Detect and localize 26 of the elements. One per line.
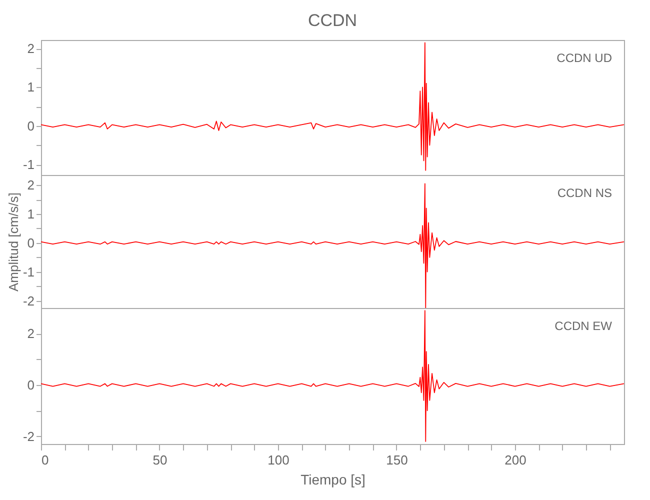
y-tick-label: 2	[27, 41, 34, 56]
y-tick-label: 2	[27, 178, 34, 193]
y-tick-label: 0	[27, 377, 34, 392]
annotation: CCDN EW	[554, 319, 613, 333]
chart-title: CCDN	[308, 11, 358, 30]
y-tick-label: 0	[27, 235, 34, 250]
y-tick-label: 2	[27, 326, 34, 342]
annotation: CCDN UD	[556, 51, 612, 65]
x-tick-label: 100	[268, 452, 290, 468]
x-tick-label: 200	[504, 452, 526, 468]
line-series	[41, 42, 624, 171]
y-tick-label: 1	[27, 206, 34, 222]
y-tick-label: -2	[22, 428, 34, 444]
x-tick-label: 50	[152, 452, 168, 468]
annotation: CCDN NS	[557, 186, 612, 200]
x-axis-title: Tiempo [s]	[300, 472, 366, 488]
y-tick-label: -1	[22, 157, 34, 172]
y-axis-title: Amplitud [cm/s/s]	[6, 192, 21, 292]
y-tick-label: -1	[22, 264, 34, 280]
x-tick-label: 0	[42, 452, 49, 468]
line-series	[41, 310, 624, 442]
y-tick-label: -2	[22, 293, 34, 308]
x-tick-label: 150	[386, 452, 408, 468]
y-tick-label: 0	[27, 118, 34, 134]
line-series	[41, 183, 624, 308]
y-tick-label: 1	[27, 80, 34, 95]
